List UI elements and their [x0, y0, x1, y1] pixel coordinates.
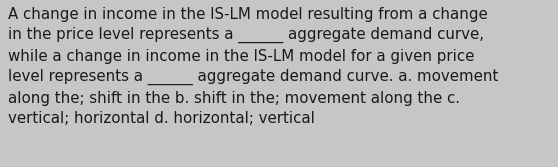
Text: A change in income in the IS-LM model resulting from a change
in the price level: A change in income in the IS-LM model re…: [8, 7, 499, 126]
